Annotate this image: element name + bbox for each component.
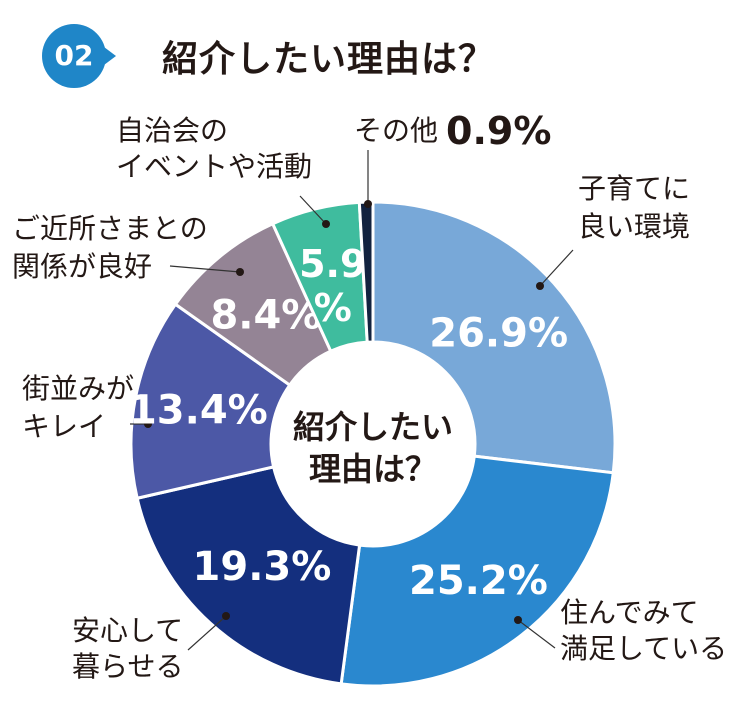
slice-value-label: 25.2% bbox=[409, 558, 548, 604]
leader-dot bbox=[536, 282, 544, 290]
slice-category-label: 街並みが bbox=[22, 372, 134, 405]
leader-dot bbox=[236, 268, 244, 276]
question-number: 02 bbox=[54, 39, 94, 72]
slice-category-label: 子育てに bbox=[578, 172, 690, 205]
leader-dot bbox=[144, 420, 152, 428]
slice-value-label: 13.4% bbox=[129, 388, 268, 434]
slice-value-label: 26.9% bbox=[429, 311, 568, 357]
center-label: 紹介したい bbox=[293, 408, 453, 446]
slice-value-label: % bbox=[314, 286, 352, 330]
slice-category-label: キレイ bbox=[22, 410, 106, 443]
slice-value-label: 5.9 bbox=[299, 242, 366, 286]
page-title: 紹介したい理由は？ bbox=[162, 39, 496, 80]
slice-value-label: 8.4% bbox=[210, 293, 321, 339]
leader-line bbox=[517, 619, 556, 649]
leader-dot bbox=[364, 200, 372, 208]
badge-circle bbox=[42, 24, 106, 88]
slice-value-label: 19.3% bbox=[193, 544, 332, 590]
slice-category-label: 暮らせる bbox=[72, 650, 183, 683]
slice-value-label: 0.9% bbox=[446, 109, 551, 153]
leader-dot bbox=[222, 612, 230, 620]
slice-category-label: 安心して bbox=[72, 614, 183, 647]
leader-line bbox=[299, 195, 327, 225]
badge-pointer-icon bbox=[100, 44, 116, 68]
slice-category-label: 住んでみて bbox=[560, 596, 699, 629]
center-label: 理由は？ bbox=[309, 450, 437, 488]
slice-category-label: 関係が良好 bbox=[12, 250, 152, 283]
leader-dot bbox=[514, 616, 522, 624]
slice-category-label: その他 bbox=[354, 114, 438, 147]
question-number-badge: 02 bbox=[42, 24, 122, 88]
slice-category-label: 良い環境 bbox=[578, 210, 690, 243]
pie-slice bbox=[339, 454, 615, 688]
leader-line bbox=[187, 615, 227, 651]
slice-category-label: ご近所さまとの bbox=[12, 212, 208, 245]
leader-line bbox=[169, 265, 241, 273]
slice-category-label: 満足している bbox=[560, 632, 727, 665]
leader-dot bbox=[322, 220, 330, 228]
pie-slice bbox=[129, 302, 292, 501]
slice-category-label: 自治会の bbox=[116, 114, 228, 147]
slice-category-label: イベントや活動 bbox=[116, 150, 312, 183]
leader-line bbox=[539, 249, 574, 287]
pie-slice bbox=[135, 465, 362, 686]
pie-slice bbox=[371, 200, 617, 475]
pie-slice bbox=[357, 200, 375, 344]
